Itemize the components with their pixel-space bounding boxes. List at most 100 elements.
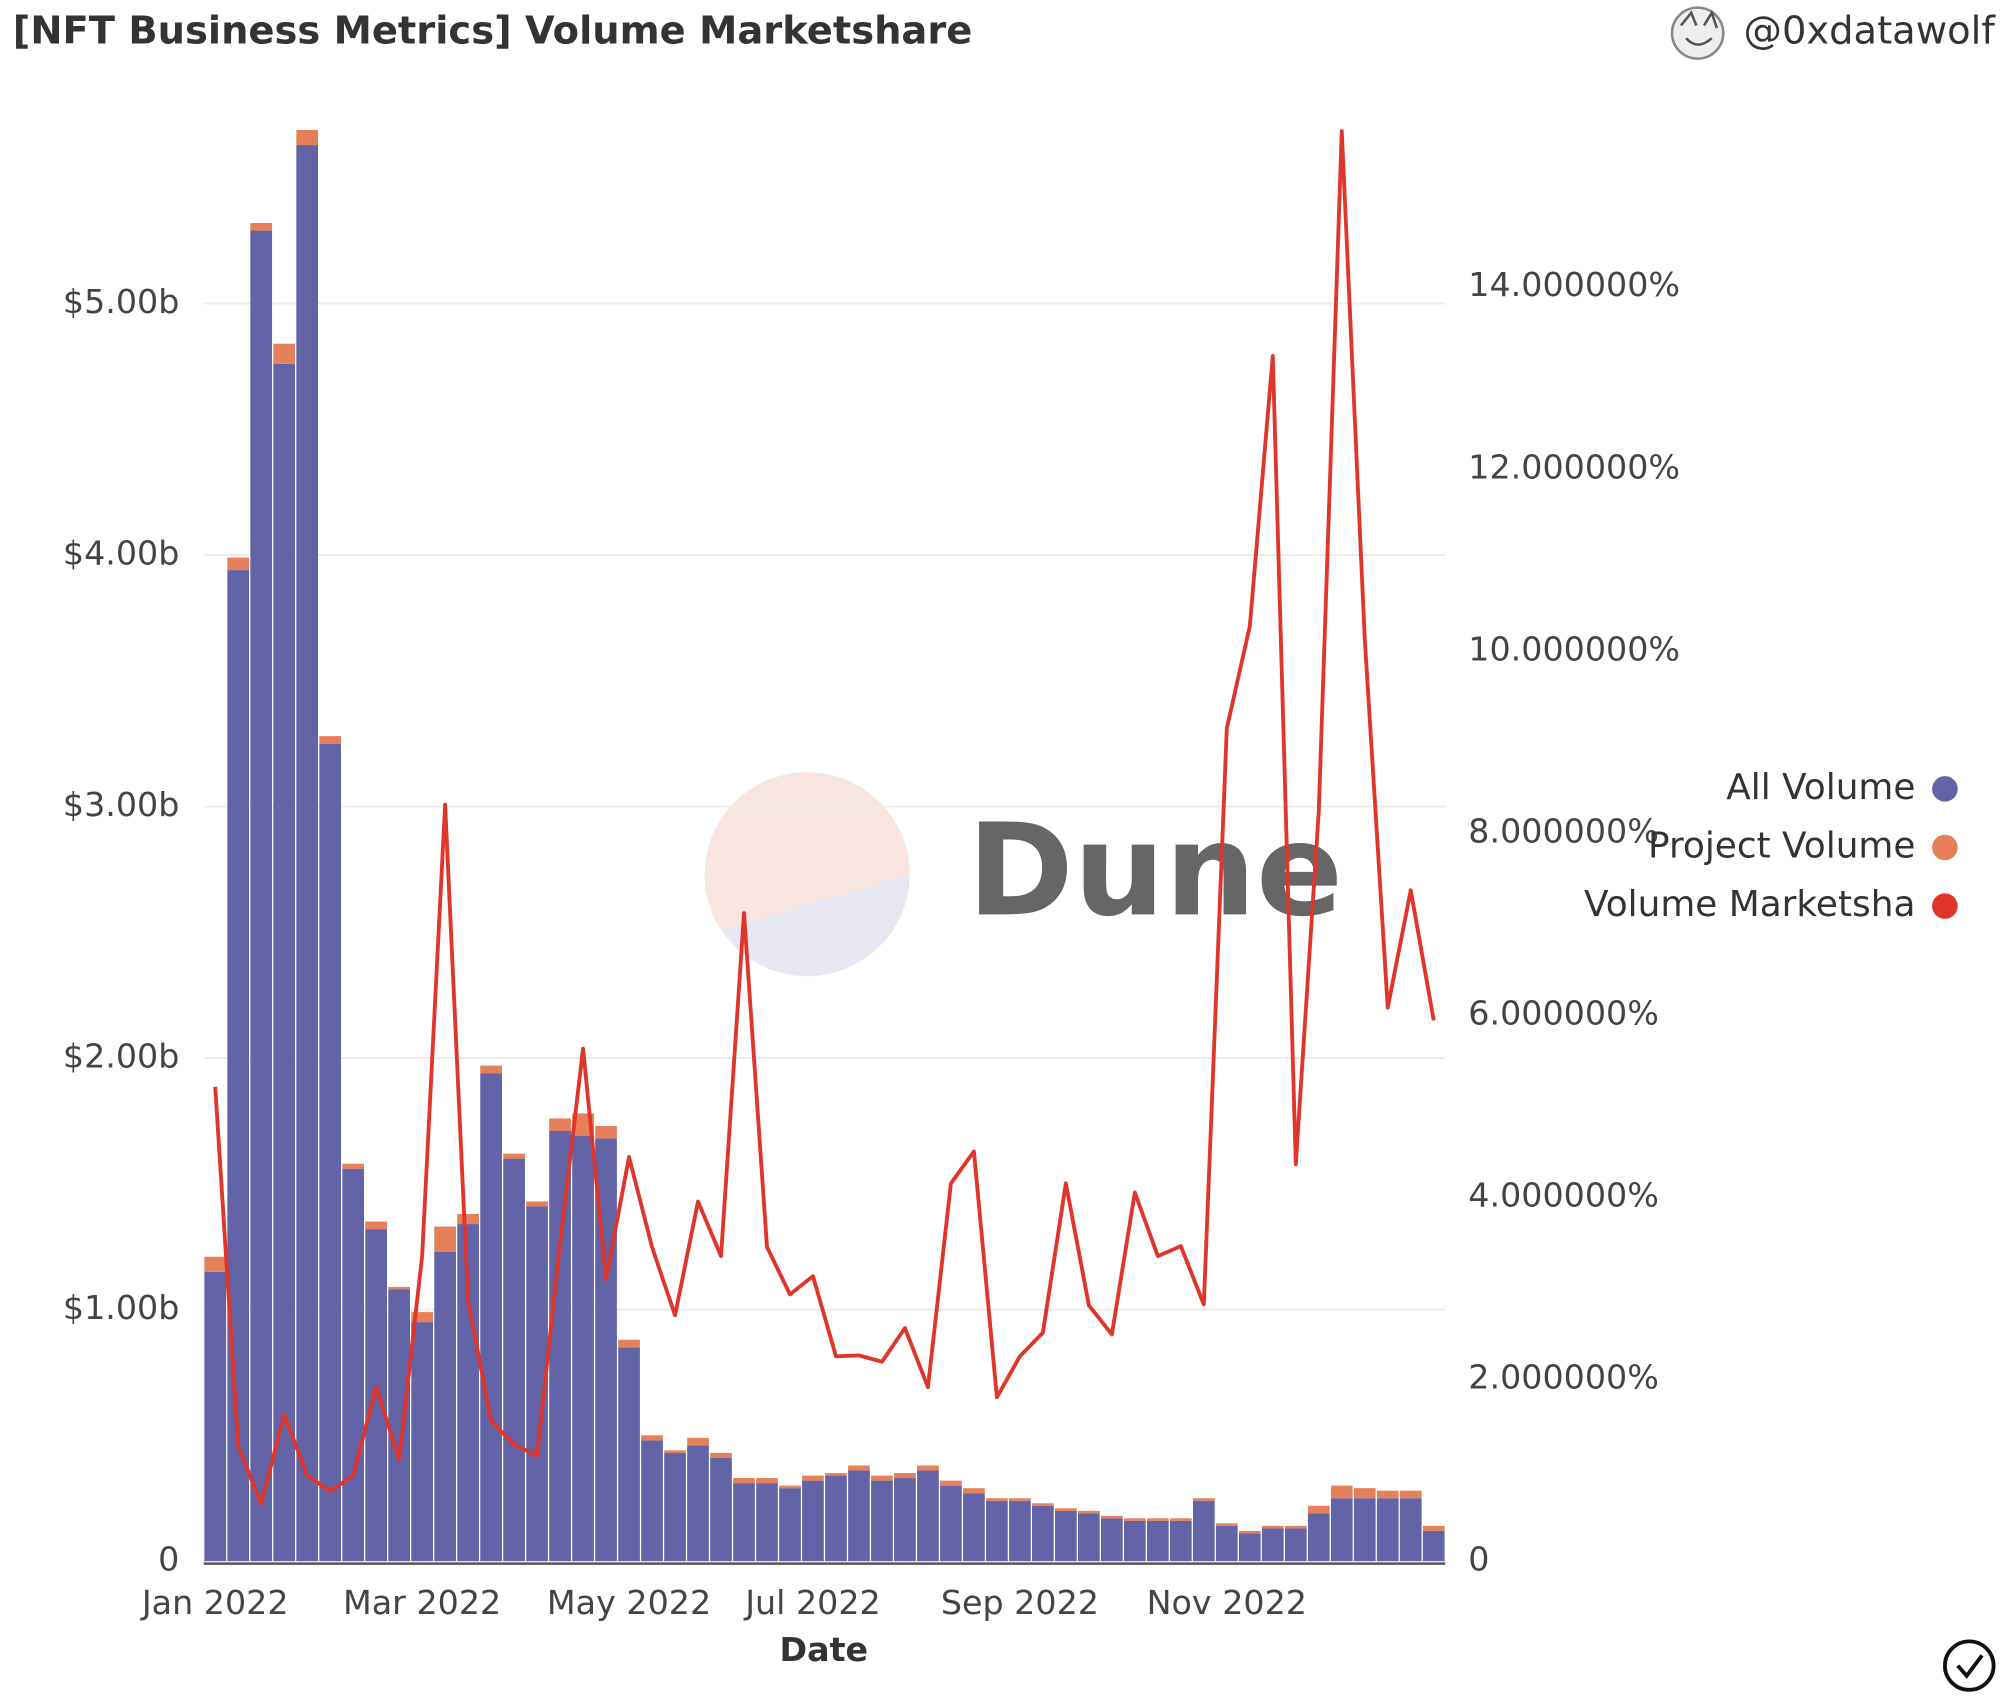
bar: [986, 1500, 1008, 1562]
bar: [641, 1440, 663, 1562]
bar: [1238, 1530, 1261, 1534]
y2-tick-label: 2.000000%: [1468, 1358, 1659, 1397]
bar: [871, 1480, 893, 1562]
bar: [480, 1073, 502, 1562]
bar: [1215, 1523, 1238, 1526]
bar: [273, 343, 296, 364]
author-avatar: [1670, 6, 1725, 60]
bar: [940, 1485, 962, 1562]
bar: [664, 1452, 686, 1562]
bar: [1261, 1525, 1284, 1529]
bar: [1376, 1498, 1399, 1562]
watermark: Dune: [704, 772, 1343, 977]
x-axis-label: Date: [780, 1630, 869, 1669]
bar: [457, 1213, 479, 1225]
bar: [618, 1347, 640, 1562]
bar: [1123, 1518, 1146, 1521]
legend-swatch: [1932, 776, 1958, 802]
bar: [1399, 1498, 1422, 1562]
x-tick-label: Sep 2022: [941, 1583, 1099, 1622]
bar: [687, 1437, 709, 1446]
legend-label: All Volume: [1726, 767, 1915, 808]
bar: [963, 1493, 985, 1562]
bar: [1055, 1508, 1077, 1511]
bar: [1307, 1505, 1330, 1514]
y2-tick-label: 12.000000%: [1468, 447, 1680, 486]
legend-label: Volume Marketsha: [1584, 884, 1915, 925]
bar: [388, 1289, 410, 1562]
bar: [1169, 1520, 1192, 1562]
bar: [710, 1452, 732, 1458]
bar: [1123, 1520, 1146, 1562]
bar: [1032, 1505, 1054, 1562]
bar: [1101, 1518, 1123, 1562]
bar: [434, 1226, 456, 1252]
bar: [733, 1478, 755, 1484]
bar: [204, 1271, 227, 1562]
y2-tick-label: 0: [1468, 1540, 1489, 1579]
bar: [480, 1065, 502, 1074]
bar: [871, 1475, 893, 1481]
y2-tick-label: 10.000000%: [1468, 629, 1680, 668]
x-tick-label: Mar 2022: [343, 1583, 501, 1622]
y2-tick-label: 14.000000%: [1468, 265, 1680, 304]
bar: [1192, 1498, 1215, 1501]
bar: [1078, 1513, 1100, 1562]
y2-tick-label: 6.000000%: [1468, 993, 1659, 1032]
watermark-text: Dune: [967, 797, 1343, 946]
x-tick-label: Jan 2022: [140, 1583, 289, 1622]
bar: [1284, 1528, 1307, 1562]
bar: [1055, 1510, 1077, 1562]
bar: [1330, 1485, 1353, 1499]
bar: [388, 1286, 410, 1290]
bar: [1261, 1528, 1284, 1562]
bar: [1307, 1513, 1330, 1562]
bar: [664, 1450, 686, 1453]
bar: [526, 1201, 548, 1207]
bar: [1146, 1520, 1169, 1562]
bar: [549, 1118, 571, 1131]
bar: [894, 1478, 916, 1562]
bar: [825, 1475, 847, 1562]
y2-tick-label: 4.000000%: [1468, 1176, 1659, 1215]
bar: [1376, 1490, 1399, 1499]
bar: [917, 1470, 939, 1562]
bar: [963, 1488, 985, 1494]
y-tick-label: $1.00b: [63, 1288, 179, 1327]
bar: [940, 1480, 962, 1486]
bar: [503, 1158, 525, 1562]
author[interactable]: @0xdatawolf: [1744, 9, 1997, 54]
bar: [710, 1457, 732, 1562]
bar: [549, 1130, 571, 1562]
bar: [802, 1475, 824, 1481]
bar: [1101, 1515, 1123, 1519]
bar: [1353, 1488, 1376, 1499]
x-tick-label: Nov 2022: [1147, 1583, 1307, 1622]
bar: [503, 1153, 525, 1159]
bar: [319, 743, 342, 1562]
bar: [434, 1251, 456, 1562]
bar: [572, 1136, 594, 1562]
y-tick-label: $4.00b: [63, 534, 179, 573]
bar: [1032, 1503, 1054, 1506]
bar: [250, 230, 273, 1562]
y-tick-label: 0: [158, 1540, 179, 1579]
bar: [1009, 1498, 1031, 1501]
bar: [986, 1498, 1008, 1501]
bar: [1169, 1518, 1192, 1521]
bar: [802, 1480, 824, 1562]
bar: [526, 1206, 548, 1562]
y-tick-label: $3.00b: [63, 785, 179, 824]
check-icon[interactable]: [1942, 1639, 1996, 1692]
bar: [319, 736, 342, 744]
bar: [411, 1312, 433, 1323]
bar: [1353, 1498, 1376, 1562]
bar: [1422, 1525, 1445, 1531]
bar: [1192, 1500, 1215, 1562]
bar: [825, 1473, 847, 1476]
bar: [227, 557, 250, 571]
bar: [342, 1163, 365, 1169]
bar: [273, 363, 296, 1562]
y-tick-label: $5.00b: [63, 282, 179, 321]
